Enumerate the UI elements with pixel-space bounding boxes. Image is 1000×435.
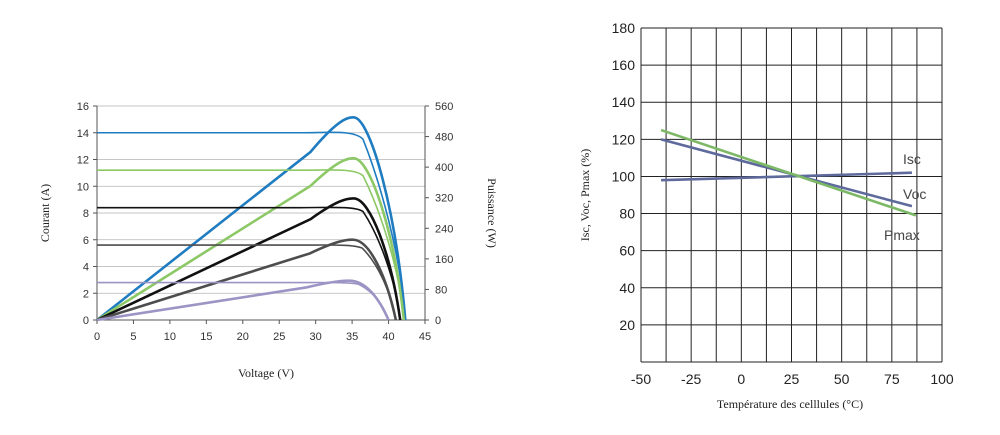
x-tick-label: -25 — [681, 371, 701, 387]
x-axis-label: Voltage (V) — [238, 366, 294, 380]
power-curve-1 — [96, 157, 406, 322]
y-tick-label: 60 — [619, 243, 635, 259]
y2-tick-label: 80 — [435, 284, 447, 296]
series-label-voc: Voc — [903, 186, 926, 202]
power-curve-4 — [96, 279, 390, 322]
temperature-coefficient-chart: 20 40 60 80 100 120 140 160 180 -50 -25 0 25 50 75 100 T… — [578, 20, 954, 411]
x-tick-label: 45 — [419, 331, 431, 343]
y-tick-label: 100 — [612, 168, 636, 184]
y-tick-label: 16 — [77, 101, 89, 113]
x-tick-label: -50 — [631, 371, 651, 387]
series-line-pmax — [660, 128, 917, 217]
x-tick-label: 50 — [834, 371, 850, 387]
y-tick-label: 180 — [612, 20, 636, 36]
y2-tick-label: 240 — [435, 223, 453, 235]
x-tick-label: 75 — [884, 371, 900, 387]
y2-tick-label: 480 — [435, 132, 453, 144]
y2-tick-label: 160 — [435, 254, 453, 266]
y-tick-label: 140 — [612, 94, 636, 110]
y-tick-label: 12 — [77, 155, 89, 167]
y2-tick-label: 320 — [435, 193, 453, 205]
y-tick-label: 160 — [612, 57, 636, 73]
y-axis-label: Courant (A) — [38, 184, 52, 242]
y-tick-label: 0 — [83, 315, 89, 327]
series-line-isc — [661, 171, 912, 182]
y-tick-label: 2 — [83, 288, 89, 300]
x-tick-label: 0 — [94, 331, 100, 343]
x-tick-label: 25 — [273, 331, 285, 343]
x-tick-label: 5 — [130, 331, 136, 343]
y-tick-label: 40 — [619, 280, 635, 296]
x-tick-label: 100 — [930, 371, 954, 387]
x-tick-label: 40 — [382, 331, 394, 343]
x-tick-label: 25 — [784, 371, 800, 387]
y2-axis-label: Puissance (W) — [485, 178, 499, 248]
y2-tick-label: 560 — [435, 101, 453, 113]
y2-tick-label: 400 — [435, 162, 453, 174]
y2-tick-label: 0 — [435, 315, 441, 327]
y-tick-label: 14 — [77, 128, 89, 140]
y-tick-label: 120 — [612, 131, 636, 147]
x-tick-label: 35 — [346, 331, 358, 343]
x-tick-label: 20 — [237, 331, 249, 343]
x-tick-label: 15 — [200, 331, 212, 343]
x-tick-label: 10 — [164, 331, 176, 343]
y-tick-label: 4 — [83, 262, 89, 274]
y-tick-label: 10 — [77, 181, 89, 193]
power-curve-0 — [96, 116, 407, 322]
y-tick-label: 20 — [619, 317, 635, 333]
x-axis-label: Température des celllules (°C) — [717, 397, 863, 411]
series-label-isc: Isc — [903, 151, 921, 167]
power-curve-2 — [96, 197, 402, 322]
series-label-pmax: Pmax — [884, 227, 920, 243]
x-tick-label: 0 — [737, 371, 745, 387]
power-curve-3 — [96, 238, 398, 322]
y-tick-label: 80 — [619, 206, 635, 222]
y-axis-label: Isc, Voc, Pmax (%) — [578, 149, 592, 242]
y-tick-label: 8 — [83, 208, 89, 220]
x-tick-label: 30 — [310, 331, 322, 343]
y-tick-label: 6 — [83, 235, 89, 247]
